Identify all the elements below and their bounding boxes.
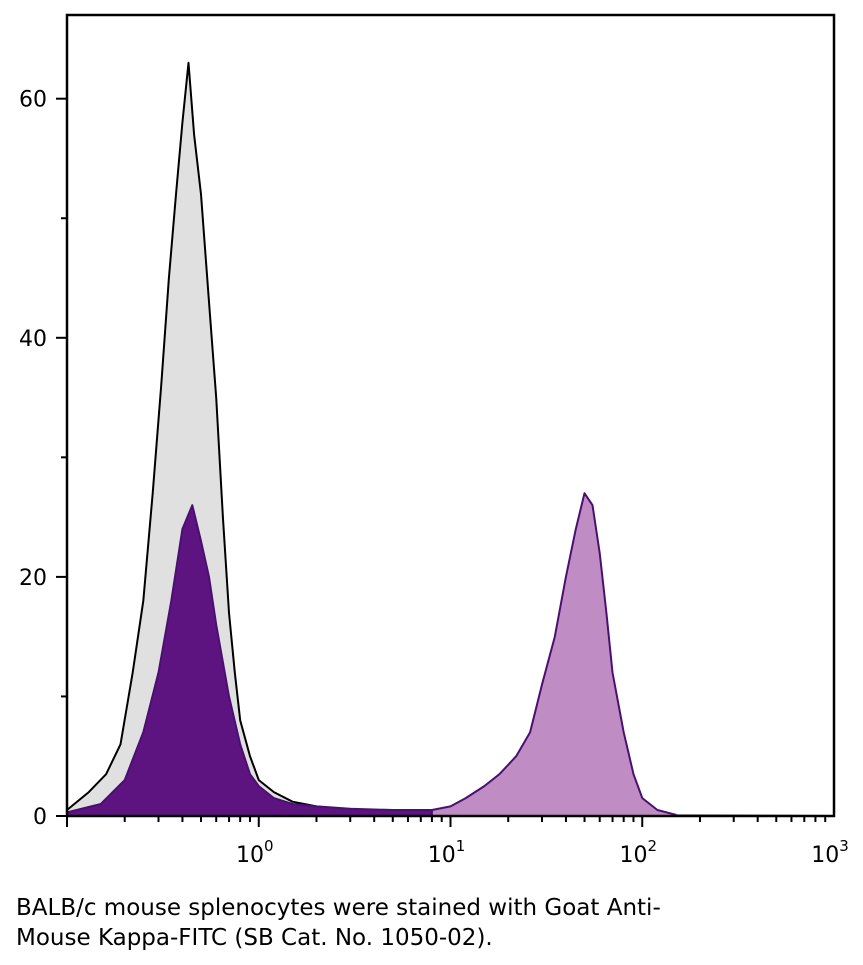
y-tick-label: 40 [19, 327, 47, 352]
y-tick-label: 60 [19, 88, 47, 113]
x-tick-label: 101 [428, 837, 466, 868]
figure-caption: BALB/c mouse splenocytes were stained wi… [16, 893, 836, 953]
histogram-series-3-stained [430, 492, 677, 817]
series-layer [66, 61, 835, 817]
caption-line-1: BALB/c mouse splenocytes were stained wi… [16, 895, 661, 921]
flow-histogram-chart: 0 20 40 60 100 101 102 103 [19, 13, 849, 868]
y-tick-label: 20 [19, 566, 47, 591]
x-tick-label: 102 [619, 837, 657, 868]
histogram-series-2-stained [66, 504, 433, 817]
caption-line-2: Mouse Kappa-FITC (SB Cat. No. 1050-02). [16, 925, 493, 951]
axis-layer: 0 20 40 60 100 101 102 103 [19, 88, 849, 868]
y-tick-label: 0 [33, 805, 47, 830]
x-tick-label: 103 [811, 837, 849, 868]
x-tick-label: 100 [236, 837, 274, 868]
